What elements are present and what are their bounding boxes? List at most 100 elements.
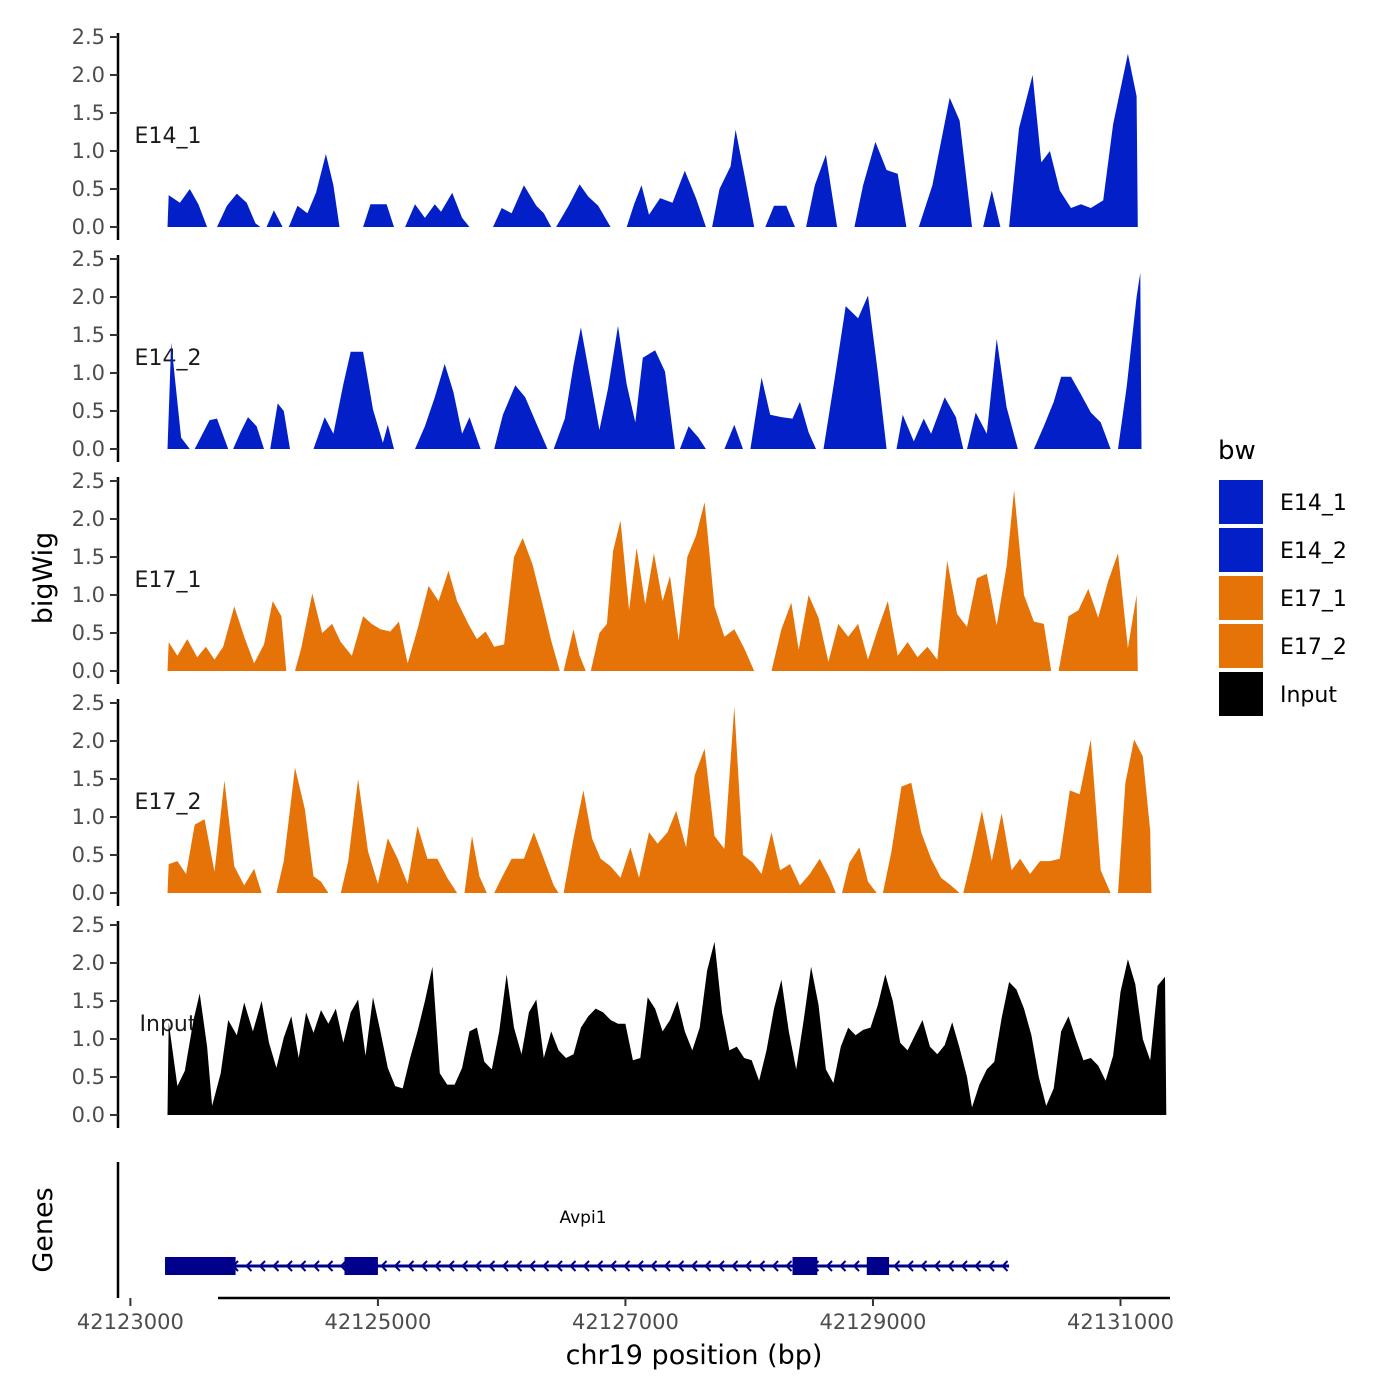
gene-exon [792, 1257, 818, 1275]
strand-arrow [461, 1260, 469, 1272]
strand-arrow [1001, 1260, 1009, 1272]
y-tick-label: 2.5 [72, 247, 105, 271]
strand-arrow [960, 1260, 968, 1272]
strand-arrow [704, 1260, 712, 1272]
strand-arrow [744, 1260, 752, 1272]
strand-arrow [839, 1260, 847, 1272]
strand-arrow [434, 1260, 442, 1272]
strand-arrow [663, 1260, 671, 1272]
y-tick-label: 1.5 [72, 545, 105, 569]
coverage-area-input [167, 941, 1167, 1115]
y-tick-label: 0.0 [72, 215, 105, 239]
strand-arrow [515, 1260, 523, 1272]
x-axis-title: chr19 position (bp) [566, 1340, 823, 1371]
strand-arrow [339, 1260, 347, 1272]
y-axis-title: bigWig [28, 532, 59, 625]
legend-label: E14_2 [1280, 539, 1347, 564]
strand-arrow [420, 1260, 428, 1272]
x-tick-label: 42125000 [324, 1310, 431, 1334]
strand-arrow [555, 1260, 563, 1272]
track-label: E14_2 [135, 346, 202, 371]
legend-label: E17_2 [1280, 635, 1347, 660]
y-tick-label: 1.0 [72, 583, 105, 607]
strand-arrow [758, 1260, 766, 1272]
strand-arrow [609, 1260, 617, 1272]
strand-arrow [582, 1260, 590, 1272]
strand-arrow [974, 1260, 982, 1272]
strand-arrow [447, 1260, 455, 1272]
strand-arrow [920, 1260, 928, 1272]
legend-entry-e17-1: E17_1 [1219, 576, 1347, 620]
y-tick-label: 2.5 [72, 25, 105, 49]
strand-arrow [906, 1260, 914, 1272]
x-tick-label: 42129000 [820, 1310, 927, 1334]
legend-swatch [1219, 576, 1263, 620]
track-e14-1: 0.0 0.5 1.0 1.5 2.0 2.5 E14_1 [72, 25, 1138, 240]
legend-title: bw [1218, 436, 1256, 466]
track-e17-1: 0.0 0.5 1.0 1.5 2.0 2.5 E17_1 [72, 469, 1138, 684]
coverage-area-e14-1 [167, 53, 1138, 228]
y-tick-label: 1.0 [72, 805, 105, 829]
strand-arrow [407, 1260, 415, 1272]
strand-arrow [893, 1260, 901, 1272]
strand-arrow [596, 1260, 604, 1272]
y-tick-label: 1.5 [72, 323, 105, 347]
y-tick-label: 0.0 [72, 1103, 105, 1127]
strand-arrow [947, 1260, 955, 1272]
strand-arrow [272, 1260, 280, 1272]
strand-arrow [987, 1260, 995, 1272]
legend-swatch [1219, 528, 1263, 572]
legend-swatch [1219, 480, 1263, 524]
legend: bw E14_1 E14_2 E17_1 E17_2 Input [1218, 436, 1347, 716]
strand-arrow [771, 1260, 779, 1272]
legend-entry-e17-2: E17_2 [1219, 624, 1347, 668]
legend-label: E14_1 [1280, 491, 1347, 516]
strand-arrow [393, 1260, 401, 1272]
x-axis: 42123000 42125000 42127000 42129000 42131000 [77, 1296, 1174, 1334]
y-tick-label: 2.0 [72, 507, 105, 531]
coverage-tracks: 0.0 0.5 1.0 1.5 2.0 2.5 E14_1 0.0 0.5 1.0 1.5 2.0 2.… [72, 25, 1167, 1128]
y-tick-label: 0.5 [72, 177, 105, 201]
y-tick-label: 2.0 [72, 951, 105, 975]
legend-swatch [1219, 624, 1263, 668]
strand-arrow [488, 1260, 496, 1272]
x-tick-label: 42131000 [1067, 1310, 1174, 1334]
y-tick-label: 1.5 [72, 989, 105, 1013]
y-tick-label: 1.5 [72, 101, 105, 125]
y-tick-label: 0.0 [72, 437, 105, 461]
y-tick-label: 1.5 [72, 767, 105, 791]
gene-exon [344, 1257, 378, 1275]
gene-label: Avpi1 [559, 1208, 606, 1228]
strand-arrow [528, 1260, 536, 1272]
strand-arrow [299, 1260, 307, 1272]
x-tick-label: 42127000 [572, 1310, 679, 1334]
legend-label: E17_1 [1280, 587, 1347, 612]
legend-entry-input: Input [1219, 672, 1337, 716]
track-label: E17_2 [135, 790, 202, 815]
y-tick-label: 0.5 [72, 843, 105, 867]
strand-arrow [731, 1260, 739, 1272]
y-tick-label: 2.5 [72, 469, 105, 493]
strand-arrow [569, 1260, 577, 1272]
y-tick-label: 0.5 [72, 621, 105, 645]
legend-entry-e14-2: E14_2 [1219, 528, 1347, 572]
track-label: E14_1 [135, 124, 202, 149]
y-tick-label: 0.0 [72, 659, 105, 683]
gene-exon [165, 1257, 236, 1275]
y-tick-label: 0.5 [72, 1065, 105, 1089]
strand-arrow [380, 1260, 388, 1272]
y-tick-label: 2.0 [72, 285, 105, 309]
strand-arrow [825, 1260, 833, 1272]
strand-arrow [501, 1260, 509, 1272]
strand-arrow [285, 1260, 293, 1272]
gene-track-panel: Avpi1 [116, 1162, 1010, 1298]
strand-arrow [785, 1260, 793, 1272]
y-tick-label: 2.5 [72, 691, 105, 715]
legend-label: Input [1280, 683, 1337, 708]
y-tick-label: 2.5 [72, 913, 105, 937]
track-e17-2: 0.0 0.5 1.0 1.5 2.0 2.5 E17_2 [72, 691, 1152, 906]
strand-arrow [258, 1260, 266, 1272]
gene-exon [866, 1257, 890, 1275]
coverage-area-e17-1 [167, 490, 1138, 671]
